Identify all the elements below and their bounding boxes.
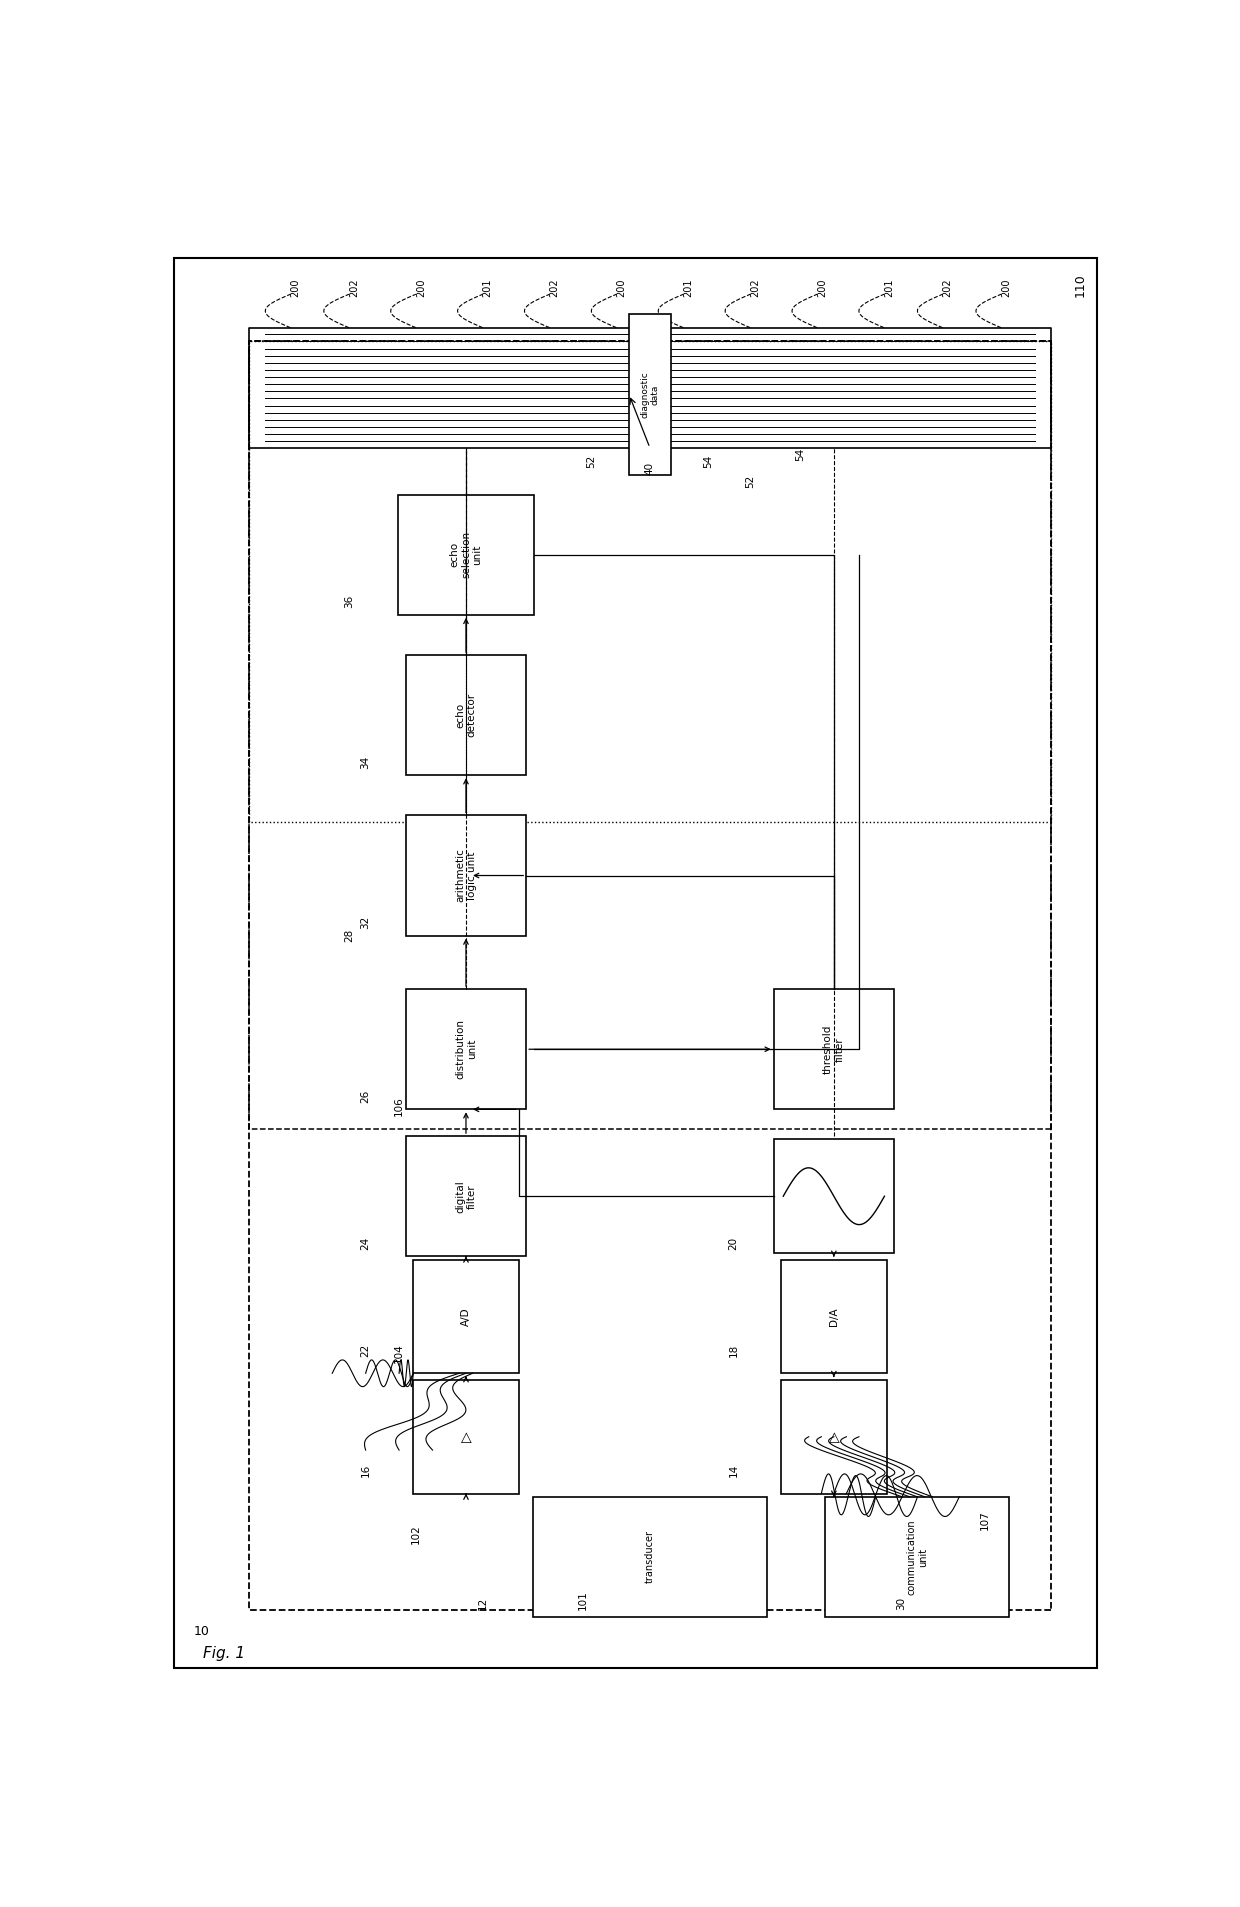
Text: ▷: ▷ [827, 1432, 841, 1442]
Text: 24: 24 [361, 1236, 371, 1249]
Text: 54: 54 [703, 454, 713, 467]
Bar [774, 990, 894, 1110]
Bar [405, 990, 526, 1110]
Text: 107: 107 [980, 1510, 990, 1529]
Text: 200: 200 [817, 278, 827, 297]
Text: threshold
filter: threshold filter [823, 1024, 844, 1074]
Text: 12: 12 [477, 1598, 487, 1610]
Text: 101: 101 [578, 1590, 588, 1610]
Text: 201: 201 [683, 278, 693, 297]
Text: 28: 28 [343, 929, 353, 942]
Text: 40: 40 [645, 461, 655, 475]
Text: arithmetic
logic unit: arithmetic logic unit [455, 849, 476, 902]
Text: ▷: ▷ [459, 1432, 472, 1442]
Text: Fig. 1: Fig. 1 [203, 1646, 246, 1661]
Bar [629, 315, 671, 475]
Text: diagnostic
data: diagnostic data [640, 372, 660, 418]
Text: D/A: D/A [828, 1306, 838, 1325]
Text: 22: 22 [361, 1343, 371, 1356]
Text: communication
unit: communication unit [906, 1520, 929, 1594]
Text: 102: 102 [410, 1524, 420, 1543]
Text: distribution
unit: distribution unit [455, 1018, 476, 1079]
Text: 200: 200 [616, 278, 626, 297]
Text: 30: 30 [895, 1598, 905, 1610]
Bar [413, 1261, 518, 1373]
Bar [413, 1381, 518, 1493]
Bar [533, 1497, 768, 1617]
Text: 104: 104 [394, 1344, 404, 1364]
Text: 200: 200 [290, 278, 300, 297]
Text: 18: 18 [729, 1343, 739, 1356]
Bar [398, 494, 533, 614]
Text: transducer: transducer [645, 1531, 655, 1583]
Text: 52: 52 [745, 475, 755, 488]
Text: 16: 16 [361, 1463, 371, 1476]
Text: 202: 202 [348, 278, 358, 297]
Bar [774, 1138, 894, 1253]
Bar [781, 1261, 887, 1373]
Text: 202: 202 [549, 278, 559, 297]
Text: A/D: A/D [461, 1306, 471, 1325]
Text: 10: 10 [193, 1625, 210, 1638]
Text: digital
filter: digital filter [455, 1180, 476, 1213]
Text: 202: 202 [942, 278, 952, 297]
Text: 52: 52 [587, 454, 596, 467]
Text: 200: 200 [1001, 278, 1011, 297]
Text: 110: 110 [1074, 273, 1087, 297]
Text: echo
selection
unit: echo selection unit [449, 532, 482, 578]
Text: 26: 26 [361, 1089, 371, 1102]
Bar [405, 816, 526, 936]
Text: echo
detector: echo detector [455, 692, 476, 738]
Text: 20: 20 [729, 1236, 739, 1249]
Bar [405, 1137, 526, 1257]
Text: 36: 36 [343, 595, 353, 608]
Text: 202: 202 [750, 278, 760, 297]
Bar [826, 1497, 1009, 1617]
Text: 32: 32 [361, 915, 371, 929]
Bar [405, 654, 526, 776]
Text: 34: 34 [361, 755, 371, 769]
Text: 201: 201 [884, 278, 894, 297]
Bar [781, 1381, 887, 1493]
Text: 54: 54 [795, 448, 806, 461]
Text: 106: 106 [394, 1097, 404, 1116]
Text: 200: 200 [415, 278, 425, 297]
Text: 201: 201 [482, 278, 492, 297]
Text: 14: 14 [729, 1463, 739, 1476]
